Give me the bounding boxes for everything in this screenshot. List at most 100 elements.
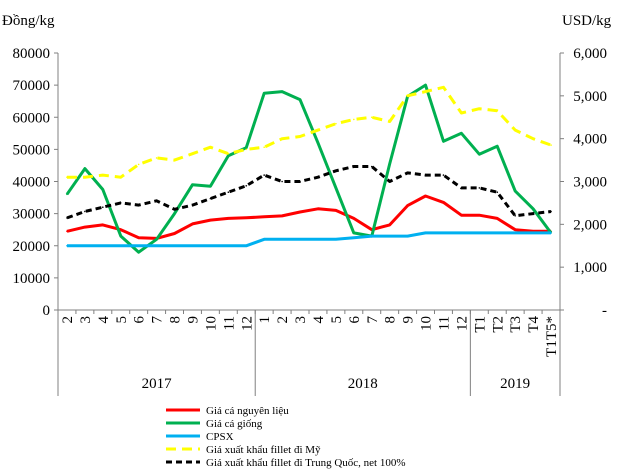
series-3-point bbox=[209, 146, 212, 149]
series-2-point bbox=[191, 244, 194, 247]
series-4-point bbox=[532, 212, 534, 215]
series-2-point bbox=[514, 232, 516, 234]
x-tick-label: 3 bbox=[78, 316, 94, 324]
x-tick-label: 10 bbox=[419, 316, 435, 331]
series-4-point bbox=[388, 180, 391, 183]
x-tick-label: 9 bbox=[185, 316, 201, 324]
year-label: 2017 bbox=[142, 376, 173, 392]
series-1-point bbox=[137, 251, 140, 253]
series-2-point bbox=[137, 244, 140, 247]
x-tick-label: T1 bbox=[472, 316, 488, 333]
series-2-point bbox=[209, 244, 212, 247]
series-2-point bbox=[245, 244, 248, 247]
x-tick-label: 5 bbox=[329, 316, 345, 324]
x-tick-label: 11 bbox=[436, 316, 452, 330]
series-4-point bbox=[245, 184, 248, 187]
x-tick-label: 2 bbox=[275, 316, 291, 324]
series-3-point bbox=[532, 137, 534, 140]
series-2-point bbox=[478, 232, 481, 234]
series-0-point bbox=[191, 223, 194, 225]
left-axis-title: Đồng/kg bbox=[2, 13, 55, 29]
series-3-point bbox=[119, 176, 122, 179]
series-3-point bbox=[84, 176, 86, 179]
series-3-point bbox=[442, 86, 445, 89]
series-3-point bbox=[370, 116, 373, 119]
x-tick-label: 7 bbox=[150, 316, 166, 324]
series-line-3 bbox=[67, 85, 552, 179]
series-1-point bbox=[388, 163, 391, 165]
right-tick-label: - bbox=[602, 303, 607, 319]
series-3-point bbox=[191, 152, 194, 155]
series-2-point bbox=[388, 235, 391, 237]
series-2-point bbox=[442, 232, 445, 234]
series-2-point bbox=[227, 244, 230, 247]
series-3-point bbox=[299, 135, 301, 138]
plot-frame bbox=[57, 53, 561, 311]
x-tick-label: T1T5* bbox=[544, 316, 560, 357]
legend-label: Giá xuất khẩu fillet đi Trung Quốc, net … bbox=[206, 457, 406, 469]
series-0-point bbox=[84, 226, 86, 228]
series-0-point bbox=[353, 217, 355, 220]
series-4-point bbox=[370, 165, 373, 168]
series-3-point bbox=[478, 107, 481, 110]
series-2-point bbox=[119, 244, 122, 247]
x-tick-label: T3 bbox=[508, 316, 524, 333]
left-tick-label: 50000 bbox=[13, 142, 51, 158]
series-4-point bbox=[173, 208, 176, 211]
left-axis-ticks: 0 10000 20000 30000 40000 50000 60000 70000 8000… bbox=[13, 46, 58, 319]
series-4-point bbox=[84, 210, 86, 213]
series-1-point bbox=[263, 92, 265, 94]
series-2-point bbox=[66, 244, 68, 247]
series-4-point bbox=[317, 176, 319, 179]
series-4-point bbox=[281, 180, 283, 183]
series-0-point bbox=[496, 217, 499, 220]
series-3-point bbox=[514, 129, 516, 131]
series-3-point bbox=[496, 110, 499, 112]
x-tick-label: 12 bbox=[239, 316, 255, 331]
series-3-point bbox=[550, 144, 552, 146]
x-tick-label: 4 bbox=[311, 316, 327, 324]
x-tick-label: 2 bbox=[60, 316, 76, 324]
series-1-point bbox=[496, 145, 499, 147]
left-tick-label: 30000 bbox=[13, 207, 51, 223]
series-0-point bbox=[66, 230, 68, 233]
series-1-point bbox=[245, 146, 248, 149]
series-2-point bbox=[281, 238, 283, 241]
series-2-point bbox=[370, 235, 373, 237]
series-0-point bbox=[173, 232, 176, 235]
series-4-point bbox=[353, 165, 355, 168]
series-1-point bbox=[335, 187, 337, 189]
series-2-point bbox=[299, 238, 301, 241]
series-4-point bbox=[478, 187, 481, 189]
x-tick-label: 8 bbox=[168, 316, 184, 324]
series-0-point bbox=[137, 236, 140, 239]
series-0-point bbox=[119, 228, 122, 231]
legend-label: CPSX bbox=[206, 431, 234, 443]
series-2-point bbox=[550, 232, 552, 234]
right-tick-label: 3,000 bbox=[573, 175, 607, 191]
right-tick-label: 2,000 bbox=[573, 217, 607, 233]
series-1-point bbox=[317, 142, 319, 144]
series-3-point bbox=[227, 152, 230, 155]
legend-label: Giá cá giống bbox=[206, 418, 263, 430]
series-0-point bbox=[514, 228, 516, 231]
x-tick-label: 5 bbox=[114, 316, 130, 324]
series-lines bbox=[65, 83, 553, 254]
series-1-point bbox=[460, 132, 463, 135]
x-tick-label: 4 bbox=[96, 316, 112, 324]
series-4-point bbox=[119, 202, 122, 204]
series-4-point bbox=[442, 174, 445, 176]
left-tick-label: 20000 bbox=[13, 239, 51, 255]
series-1-point bbox=[191, 183, 194, 186]
series-1-point bbox=[353, 232, 355, 234]
legend-label: Giá cá nguyên liệu bbox=[206, 405, 289, 417]
series-0-point bbox=[424, 195, 427, 197]
series-4-point bbox=[514, 214, 516, 217]
series-4-point bbox=[155, 199, 158, 202]
series-3-point bbox=[263, 146, 265, 149]
series-2-point bbox=[335, 238, 337, 241]
series-4-point bbox=[66, 217, 68, 219]
series-3-point bbox=[102, 174, 104, 176]
